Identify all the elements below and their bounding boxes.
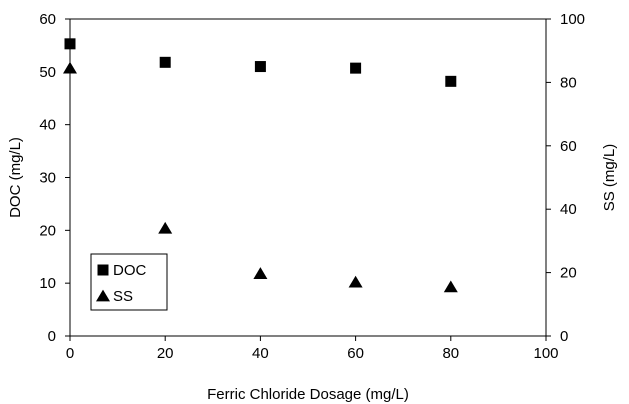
left-y-tick-label: 30	[39, 170, 56, 187]
right-y-tick-label: 80	[560, 74, 577, 91]
legend-doc-marker	[97, 264, 109, 276]
legend: DOC SS	[90, 253, 168, 311]
doc-point	[445, 75, 457, 87]
right-y-axis-ticks: 0 20 40 60 80 100	[546, 11, 585, 345]
ss-point	[63, 61, 77, 74]
right-y-tick-label: 0	[560, 328, 568, 345]
doc-point	[64, 38, 76, 50]
left-y-tick-label: 50	[39, 64, 56, 81]
ss-point	[348, 275, 363, 288]
left-y-tick-label: 60	[39, 11, 56, 28]
doc-point	[159, 56, 171, 68]
ss-point	[253, 267, 268, 279]
left-y-tick-label: 10	[39, 275, 56, 292]
x-axis-title: Ferric Chloride Dosage (mg/L)	[207, 386, 409, 403]
left-y-tick-label: 40	[39, 117, 56, 134]
right-y-tick-label: 40	[560, 201, 577, 218]
doc-point	[350, 62, 362, 74]
x-tick-label: 40	[252, 345, 269, 362]
legend-doc-label: DOC	[113, 262, 147, 279]
x-tick-label: 80	[442, 345, 459, 362]
data-marks	[63, 38, 458, 293]
x-axis-ticks: 0 20 40 60 80 100	[66, 336, 559, 362]
x-tick-label: 0	[66, 345, 74, 362]
x-tick-label: 60	[347, 345, 364, 362]
right-y-axis-title: SS (mg/L)	[601, 144, 618, 212]
right-y-tick-label: 100	[560, 11, 585, 28]
legend-ss-label: SS	[113, 288, 133, 305]
left-y-axis-ticks: 0 10 20 30 40 50 60	[39, 11, 70, 345]
right-y-tick-label: 20	[560, 265, 577, 282]
left-y-tick-label: 20	[39, 222, 56, 239]
doc-point	[254, 61, 266, 73]
right-y-tick-label: 60	[560, 138, 577, 155]
x-tick-label: 100	[533, 345, 558, 362]
legend-box	[90, 253, 168, 311]
x-tick-label: 20	[157, 345, 174, 362]
left-y-axis-title: DOC (mg/L)	[7, 137, 24, 218]
ss-point	[158, 221, 173, 234]
legend-ss-marker	[96, 289, 110, 302]
left-y-tick-label: 0	[48, 328, 56, 345]
ss-point	[443, 280, 458, 293]
